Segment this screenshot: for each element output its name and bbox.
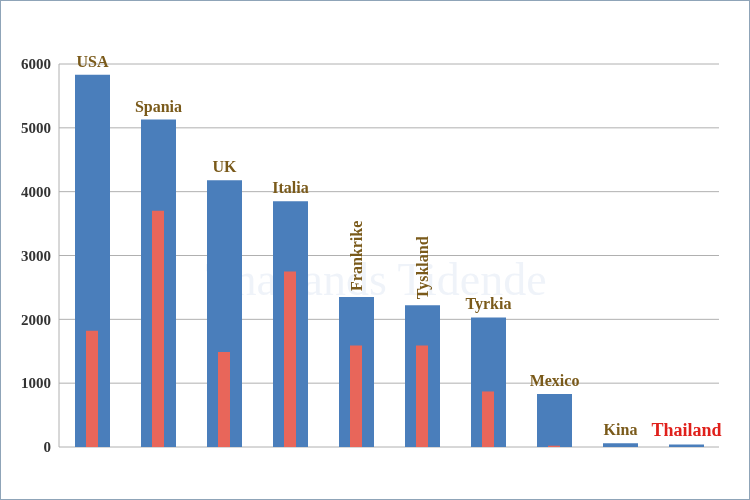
svg-text:4000: 4000 — [21, 184, 51, 200]
svg-text:UK: UK — [213, 158, 238, 175]
svg-text:Italia: Italia — [272, 179, 308, 196]
svg-text:2000: 2000 — [21, 312, 51, 328]
svg-text:Frankrike: Frankrike — [349, 221, 366, 291]
svg-text:Tyskland: Tyskland — [415, 236, 433, 299]
svg-text:1000: 1000 — [21, 375, 51, 391]
svg-text:Spania: Spania — [135, 98, 182, 116]
svg-text:Kina: Kina — [604, 421, 638, 438]
svg-text:Mexico: Mexico — [530, 372, 580, 389]
svg-text:USA: USA — [76, 53, 108, 70]
svg-text:Tyrkia: Tyrkia — [466, 295, 512, 313]
svg-text:3000: 3000 — [21, 248, 51, 264]
svg-text:0: 0 — [44, 439, 52, 455]
svg-text:Thailand: Thailand — [651, 420, 721, 440]
svg-text:5000: 5000 — [21, 120, 51, 136]
svg-text:6000: 6000 — [21, 56, 51, 72]
